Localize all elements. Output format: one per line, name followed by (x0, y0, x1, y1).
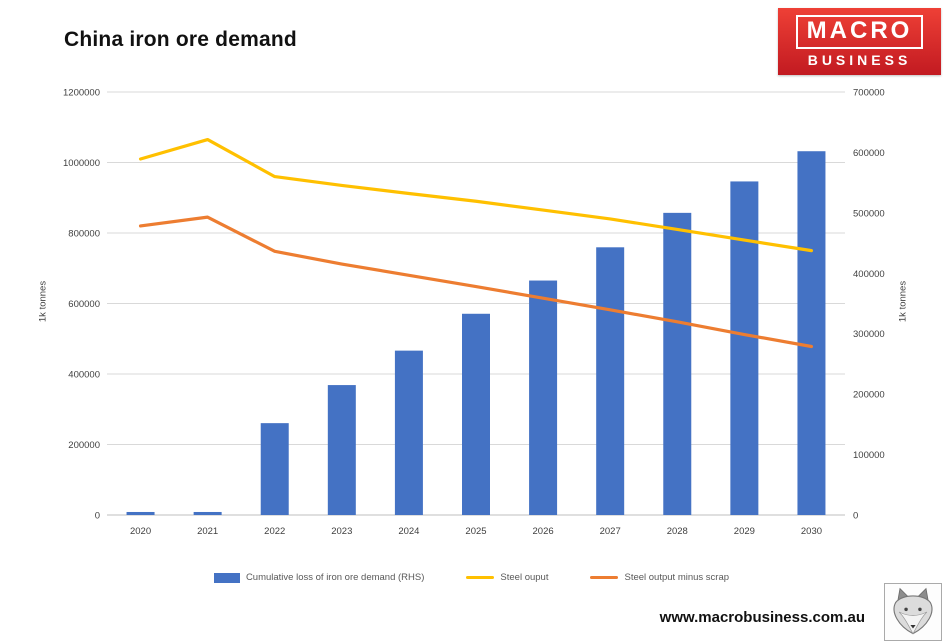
bar (730, 181, 759, 516)
right-axis-tick: 400000 (853, 269, 885, 280)
x-axis-label: 2021 (197, 526, 218, 537)
right-axis-tick: 200000 (853, 390, 885, 401)
left-axis-tick: 600000 (68, 299, 100, 310)
bar (260, 423, 289, 515)
right-axis-tick: 100000 (853, 450, 885, 461)
chart-legend: Cumulative loss of iron ore demand (RHS)… (0, 572, 943, 583)
logo-macro-box: MACRO (795, 15, 924, 49)
left-axis-tick: 0 (95, 511, 100, 522)
legend-label: Steel ouput (500, 572, 549, 583)
legend-label: Cumulative loss of iron ore demand (RHS) (245, 572, 425, 583)
legend-item: Steel output minus scrap (590, 572, 729, 583)
logo-macro-text: MACRO (806, 17, 913, 45)
bar (126, 511, 155, 515)
legend-item: Steel ouput (466, 572, 548, 583)
left-axis-tick: 400000 (68, 370, 100, 381)
bar (394, 350, 423, 515)
x-axis-label: 2026 (533, 526, 554, 537)
legend-item: Cumulative loss of iron ore demand (RHS) (213, 572, 425, 583)
bar (596, 247, 625, 515)
legend-label: Steel output minus scrap (624, 572, 730, 583)
left-axis-title: 1k tonnes (37, 280, 49, 323)
right-axis-tick: 300000 (853, 329, 885, 340)
fox-logo (884, 583, 942, 641)
line-series (138, 215, 814, 349)
bar (797, 151, 826, 515)
bar (193, 511, 222, 515)
bar (327, 385, 356, 515)
legend-line-swatch-icon (590, 576, 619, 579)
x-axis-label: 2022 (264, 526, 285, 537)
right-axis-tick: 0 (853, 511, 858, 522)
left-axis-tick: 200000 (68, 440, 100, 451)
left-axis-tick: 1200000 (63, 88, 100, 99)
macrobusiness-logo: MACRO BUSINESS (778, 8, 941, 75)
x-axis-label: 2023 (331, 526, 352, 537)
bar (529, 280, 558, 515)
legend-line-swatch-icon (466, 576, 495, 579)
fox-icon (893, 587, 933, 635)
bar (462, 313, 490, 515)
right-axis-tick: 700000 (853, 88, 885, 99)
x-axis-label: 2027 (600, 526, 621, 537)
legend-bar-swatch-icon (213, 572, 240, 583)
x-axis-label: 2030 (801, 526, 822, 537)
x-axis-label: 2029 (734, 526, 755, 537)
website-link[interactable]: www.macrobusiness.com.au (659, 609, 865, 626)
logo-business-text: BUSINESS (807, 51, 912, 68)
x-axis-label: 2024 (398, 526, 419, 537)
page-title: China iron ore demand (64, 28, 297, 51)
line-series (138, 137, 814, 253)
right-axis-tick: 600000 (853, 148, 885, 159)
x-axis-label: 2028 (667, 526, 688, 537)
right-axis-tick: 500000 (853, 208, 885, 219)
bar (663, 212, 692, 515)
left-axis-tick: 1000000 (63, 158, 100, 169)
x-axis-label: 2025 (465, 526, 486, 537)
right-axis-title: 1k tonnes (897, 280, 909, 323)
x-axis-label: 2020 (130, 526, 151, 537)
left-axis-tick: 800000 (68, 229, 100, 240)
